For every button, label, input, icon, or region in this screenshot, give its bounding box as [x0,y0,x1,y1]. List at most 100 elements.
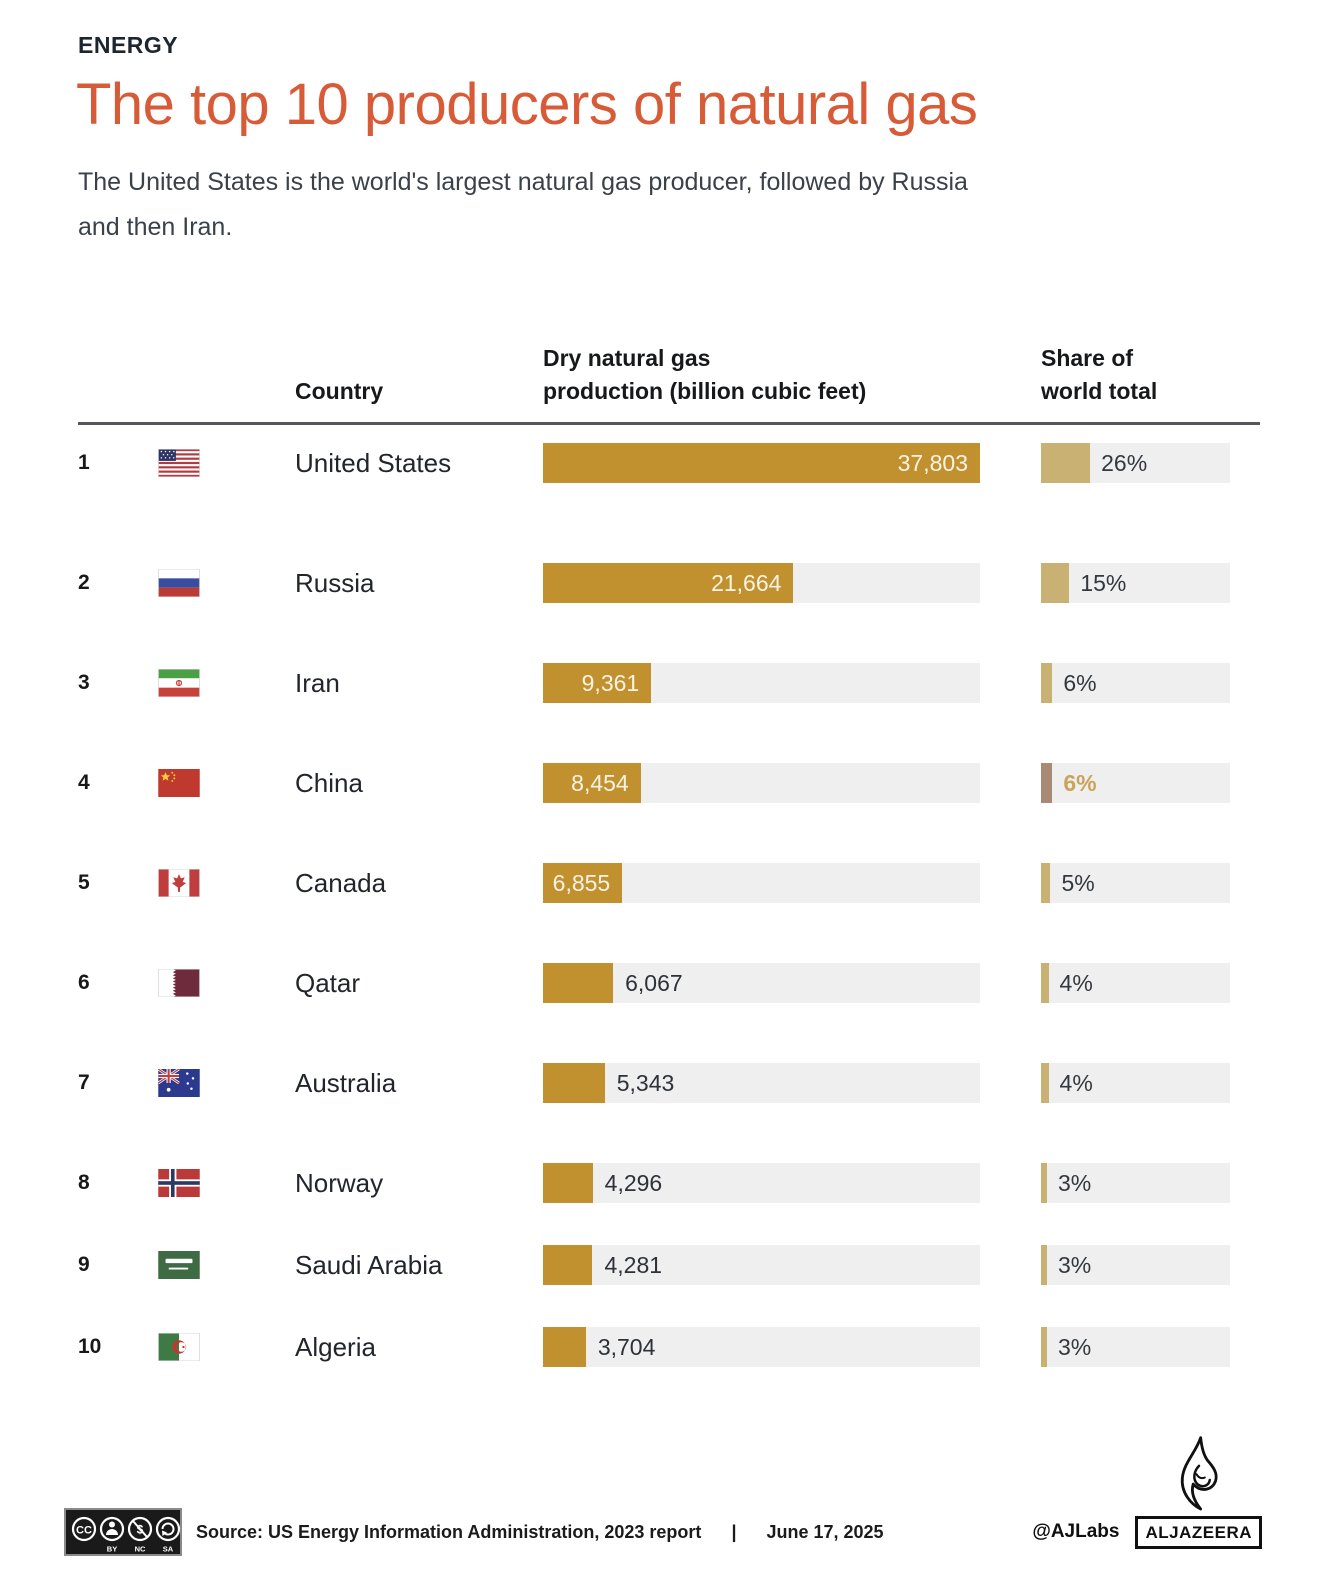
svg-text:SA: SA [163,1545,174,1554]
production-bar: 6,855 [543,863,980,903]
production-bar-fill [543,863,623,903]
aljazeera-logo-group: ALJAZEERA [1135,1435,1262,1549]
table-row: 8 Norway 4,296 3% [0,1163,1324,1203]
production-bar: 4,281 [543,1245,980,1285]
share-bar: 6% [1041,763,1230,803]
column-header-production: Dry natural gas production (billion cubi… [543,345,867,404]
norway-flag-icon [158,1169,295,1197]
country-label: Norway [295,1167,384,1198]
footer-separator: | [731,1521,737,1542]
header-divider [78,422,1260,425]
share-bar: 3% [1041,1245,1230,1285]
infographic-page: ENERGY The top 10 producers of natural g… [0,32,1324,1596]
production-value: 21,664 [711,569,782,596]
country-rows: 1 United States 37,803 26% 2 Russia 21,6… [0,443,1324,1367]
share-value: 4% [1059,969,1093,996]
production-bar: 4,296 [543,1163,980,1203]
country-label: Canada [295,867,387,898]
share-bar: 3% [1041,1327,1230,1367]
production-bar-fill [543,963,614,1003]
rank-label: 6 [78,971,90,994]
share-bar-fill [1041,1327,1047,1367]
country-label: Algeria [295,1331,376,1362]
production-bar: 5,343 [543,1063,980,1103]
table-row: 9 Saudi Arabia 4,281 3% [0,1245,1324,1285]
share-value: 4% [1059,1069,1093,1096]
production-bar-fill [543,443,980,483]
production-value: 6,067 [625,969,683,996]
rank-label: 1 [78,451,90,474]
country-label: Australia [295,1067,397,1098]
aljazeera-flame-icon [1180,1435,1218,1510]
share-value: 3% [1058,1251,1092,1278]
page-title: The top 10 producers of natural gas [76,72,978,137]
production-bar: 3,704 [543,1327,980,1367]
share-bar-fill [1041,1245,1047,1285]
share-bar: 15% [1041,563,1230,603]
production-value: 4,296 [604,1169,663,1196]
subtitle-line1: The United States is the world's largest… [78,168,968,196]
canada-flag-icon [158,869,295,897]
share-value: 15% [1080,569,1127,596]
ajlabs-credit: @AJLabs [1032,1521,1120,1542]
production-value: 37,803 [897,449,968,476]
share-bar: 4% [1041,963,1230,1003]
production-bar-fill [543,763,641,803]
production-value: 6,855 [552,869,611,896]
aljazeera-logo: ALJAZEERA [1135,1515,1262,1549]
table-header: Country Dry natural gas production (bill… [0,342,1324,408]
production-bar-fill [543,1327,586,1367]
country-label: Qatar [295,967,361,998]
production-value: 5,343 [616,1069,675,1096]
column-header-share: Share of world total [1041,345,1158,404]
production-value: 9,361 [581,669,640,696]
rank-label: 2 [78,571,90,594]
share-bar-fill [1041,763,1053,803]
china-flag-icon [158,769,295,797]
share-bar-fill [1041,1063,1049,1103]
production-value: 3,704 [597,1333,656,1360]
share-value: 6% [1063,669,1097,696]
country-label: Saudi Arabia [295,1249,443,1280]
country-label: Russia [295,567,375,598]
production-bar-fill [543,663,652,703]
publish-date: June 17, 2025 [766,1521,884,1542]
united-states-flag-icon [158,449,295,477]
share-value: 3% [1058,1169,1092,1196]
rank-label: 3 [78,671,90,694]
rank-label: 9 [78,1253,90,1276]
share-bar: 6% [1041,663,1230,703]
iran-flag-icon [158,669,295,697]
share-value: 6% [1063,769,1097,796]
table-row: 1 United States 37,803 26% [0,443,1324,483]
table-row: 7 Australia 5,343 4% [0,1063,1324,1103]
production-bar: 37,803 [543,443,980,483]
column-header-country: Country [295,378,384,404]
table-row: 5 Canada 6,855 5% [0,863,1324,903]
production-bar-fill [543,1063,605,1103]
production-bar-fill [543,1163,593,1203]
production-value: 4,281 [604,1251,663,1278]
section-kicker: ENERGY [78,32,179,58]
share-value: 5% [1061,869,1095,896]
share-bar: 5% [1041,863,1230,903]
production-bar-fill [543,1245,593,1285]
production-bar: 21,664 [543,563,980,603]
production-bar: 8,454 [543,763,980,803]
rank-label: 4 [78,771,90,794]
table-row: 10 Algeria 3,704 3% [0,1327,1324,1367]
production-bar-fill [543,563,794,603]
qatar-flag-icon [158,969,295,997]
share-bar-fill [1041,443,1091,483]
table-row: 4 China 8,454 6% [0,763,1324,803]
svg-text:CC: CC [76,1525,92,1537]
country-label: United States [295,447,452,478]
share-bar: 4% [1041,1063,1230,1103]
svg-text:NC: NC [135,1545,146,1554]
share-bar: 26% [1041,443,1230,483]
source-text: Source: US Energy Information Administra… [196,1521,702,1542]
share-value: 3% [1058,1333,1092,1360]
production-bar: 6,067 [543,963,980,1003]
